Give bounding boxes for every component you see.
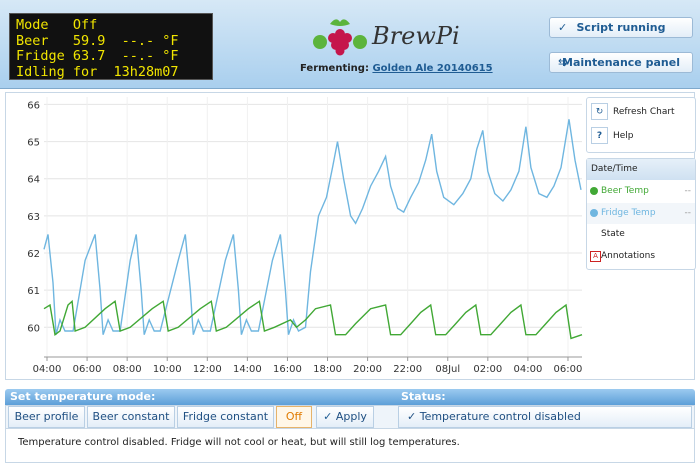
annotation-icon: A [590,251,601,262]
button-label: Maintenance panel [562,56,680,69]
x-tick-label: 08Jul [435,364,460,375]
tool-label: Refresh Chart [613,107,675,117]
beer-name-link[interactable]: Golden Ale 20140615 [372,63,493,74]
x-tick-label: 08:00 [113,364,142,375]
legend-swatch [590,187,598,195]
status-text: Temperature control disabled [419,410,581,423]
tool-label: Help [613,131,634,141]
fermenting: Fermenting: Golden Ale 20140615 [300,63,493,74]
apply-label: Apply [335,410,367,423]
y-tick-label: 66 [27,100,40,111]
help-icon: ? [591,127,608,144]
x-tick-label: 06:00 [554,364,583,375]
legend-swatch [590,209,598,217]
status-title: Status: [401,390,446,403]
mode-button[interactable]: Fridge constant [177,406,274,428]
mode-button-active[interactable]: Off [276,406,312,428]
logo-text: BrewPi [372,22,460,50]
button-label: Script running [576,21,666,34]
y-tick-label: 62 [27,249,40,260]
chart-panel [5,92,695,380]
legend-value: -- [684,208,692,218]
y-tick-label: 64 [27,175,40,186]
lcd-line: Mode Off [16,17,98,33]
lcd-line: Beer 59.9 --.- °F [16,32,179,49]
chart: 60 61 62 63 64 65 66 04:00 06:00 08:00 10:00 12:00 1… [27,97,583,375]
legend-label: Fridge Temp [601,208,656,218]
x-tick-label: 04:00 [33,364,62,375]
legend-entry[interactable]: Beer Temp -- [587,181,695,202]
x-tick-label: 04:00 [513,364,542,375]
x-tick-label: 14:00 [233,364,262,375]
status-message: Temperature control disabled. Fridge wil… [18,437,460,448]
legend-entry[interactable]: Fridge Temp -- [587,203,695,224]
x-tick-label: 12:00 [193,364,222,375]
legend-extra: State [601,229,625,239]
series-line [43,299,583,340]
x-tick-label: 20:00 [353,364,382,375]
lcd-line: Idling for 13h28m07 [16,63,179,80]
x-tick-label: 16:00 [273,364,302,375]
x-tick-label: 02:00 [473,364,502,375]
maintenance-button[interactable]: ⇆ Maintenance panel [549,52,693,73]
y-tick-label: 60 [27,323,40,334]
y-tick-label: 61 [27,286,40,297]
lcd-line: Fridge 63.7 --.- °F [16,48,179,64]
legend-extra-label: Annotations [601,251,656,261]
fermenting-label: Fermenting: [300,63,369,74]
legend-label: Beer Temp [601,186,649,196]
lcd-display: Mode Off Beer 59.9 --.- °F Fridge 63.7 --.… [9,13,213,80]
mode-title: Set temperature mode: [10,390,156,403]
x-tick-label: 18:00 [313,364,342,375]
apply-button[interactable]: ✓ Apply [316,406,374,428]
refresh-button[interactable]: ↻ Refresh Chart [591,103,675,120]
legend-extra: A Annotations [587,246,695,267]
mode-button[interactable]: Beer profile [8,406,85,428]
y-tick-label: 63 [27,212,40,223]
y-tick-label: 65 [27,138,40,149]
control-header: Set temperature mode: Status: [5,389,695,405]
help-button[interactable]: ? Help [591,127,634,144]
x-tick-label: 22:00 [393,364,422,375]
x-tick-label: 06:00 [73,364,102,375]
status-button: ✓ Temperature control disabled [398,406,692,428]
series-line [43,119,582,335]
legend-value: -- [684,186,692,196]
logo-icon [313,19,367,56]
x-tick-label: 10:00 [153,364,182,375]
mode-button[interactable]: Beer constant [87,406,175,428]
legend-header: Date/Time [587,159,695,180]
script-status-button[interactable]: ✓ Script running [549,17,693,38]
